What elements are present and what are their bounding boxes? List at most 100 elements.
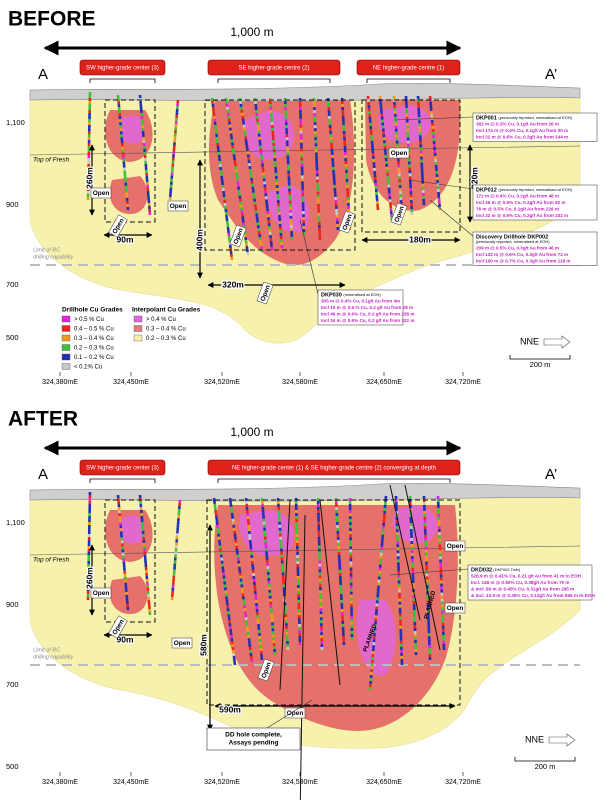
legend: Drillhole Cu Grades > 0.5 % Cu 0.4 – 0.5 %… bbox=[61, 307, 201, 371]
legend-label: 0.3 – 0.4 % Cu bbox=[146, 327, 186, 333]
high-grade-shell bbox=[356, 600, 396, 676]
zone-bracket bbox=[217, 478, 451, 483]
status-box bbox=[206, 727, 301, 751]
dimension-label: 90m bbox=[116, 234, 133, 244]
zone-bracket bbox=[89, 78, 156, 83]
callout-line: Incl 22 m @ 0.6% Cu, 0.2g/t Au from 144 … bbox=[476, 135, 568, 140]
open-tag bbox=[338, 210, 356, 234]
direction-arrow bbox=[543, 335, 571, 349]
elevation-label: 900 bbox=[6, 600, 19, 609]
callout-line: Incl 26 m @ 0.5% Cu, 0.2g/t Au from 62 m bbox=[476, 200, 566, 205]
callout-line: 305 m @ 0.4% Cu, 0.1g/t Au from 4m bbox=[321, 299, 400, 304]
elevation-label: 700 bbox=[6, 680, 19, 689]
zone-badge bbox=[79, 59, 166, 76]
callout-box bbox=[472, 231, 598, 266]
open-tag bbox=[108, 615, 128, 639]
callout-line: 528.9 m @ 0.41% Cu, 0.21 g/t Au from 41 … bbox=[471, 574, 582, 579]
callout-line: & Incl. 13.9 m @ 0.35% Cu, 0.12g/t Au fr… bbox=[471, 593, 595, 598]
panel-title: AFTER bbox=[8, 408, 78, 431]
rc-limit-label: drilling capability bbox=[33, 254, 75, 260]
zone-bracket bbox=[89, 478, 156, 483]
easting-label: 324,380mE bbox=[42, 779, 78, 786]
planned-hole bbox=[319, 499, 341, 686]
legend-swatch bbox=[61, 353, 71, 361]
easting-label: 324,720mE bbox=[445, 779, 481, 786]
callout-title: DKP030 bbox=[321, 292, 342, 298]
legend-swatch bbox=[61, 363, 71, 370]
open-tag bbox=[90, 587, 112, 599]
open-label: Open bbox=[391, 150, 408, 157]
section-end: A’ bbox=[545, 466, 557, 483]
easting-label: 324,380mE bbox=[42, 379, 78, 386]
easting-label: 324,520mE bbox=[204, 379, 240, 386]
high-grade-shell bbox=[118, 515, 144, 544]
open-label: Open bbox=[447, 605, 464, 612]
callout-line: Incl. 148 m @ 0.60% Cu, 0.38g/t Au from … bbox=[471, 580, 570, 585]
direction-arrow bbox=[548, 733, 576, 747]
dimension-label: 320m bbox=[469, 167, 479, 189]
open-label: Open bbox=[287, 710, 304, 717]
callout-box bbox=[472, 112, 598, 142]
planned-hole bbox=[279, 499, 291, 691]
open-label: Open bbox=[93, 190, 110, 197]
open-tag bbox=[229, 224, 247, 248]
rc-limit-label: drilling capability bbox=[33, 654, 75, 660]
open-label: Open bbox=[447, 543, 464, 550]
dimension-label: 590m bbox=[219, 704, 241, 714]
zone-label: SW higher-grade center (3) bbox=[86, 66, 159, 72]
legend-label: > 0.4 % Cu bbox=[146, 317, 176, 323]
dimension-label: 180m bbox=[409, 234, 431, 244]
zone-outline bbox=[204, 99, 356, 251]
callout-title: Discovery Drillhole DKP002 bbox=[476, 234, 548, 240]
elevation-label: 900 bbox=[6, 200, 19, 209]
legend-label: > 0.5 % Cu bbox=[74, 317, 104, 323]
easting-label: 324,450mE bbox=[113, 779, 149, 786]
legend-swatch bbox=[61, 334, 71, 342]
elevation-label: 1,100 bbox=[6, 518, 25, 527]
legend-swatch bbox=[61, 344, 71, 351]
callout-line: Incl 132 m @ 0.6% Cu, 0.3g/t Au from 72 … bbox=[476, 252, 568, 257]
zone-outline bbox=[104, 99, 156, 223]
callout-leader bbox=[299, 219, 319, 295]
easting-label: 324,520mE bbox=[204, 779, 240, 786]
callout-line: 209 m @ 0.5% Cu, 0.3g/t Au from 46 m bbox=[476, 246, 559, 251]
planned-hole bbox=[299, 514, 306, 800]
callout-note: (mineralised at EOH) bbox=[343, 292, 381, 297]
callout-box bbox=[472, 184, 598, 221]
zone-label: NE higher-grade center (1) & SE higher-g… bbox=[232, 466, 436, 472]
zone-badge bbox=[79, 459, 166, 476]
callout-note: (previously reported, mineralised at EOH… bbox=[498, 187, 572, 192]
rc-limit-label: Limit of RC bbox=[33, 647, 60, 653]
panel: BEFORE 1,000 m A A’ Top of Fresh Limit of RCd… bbox=[6, 8, 598, 386]
easting-label: 324,720mE bbox=[445, 379, 481, 386]
callout-leader bbox=[429, 199, 474, 237]
direction-label: NNE bbox=[525, 734, 544, 744]
callout-box bbox=[317, 289, 404, 326]
zone-label: SW higher-grade center (3) bbox=[86, 466, 159, 472]
legend-label: 0.2 – 0.3 % Cu bbox=[146, 336, 186, 342]
scale-bar bbox=[509, 355, 571, 360]
callout-leader bbox=[266, 699, 313, 729]
callout-note: (previously reported, mineralised at EOH… bbox=[476, 239, 550, 244]
section-end: A’ bbox=[545, 66, 557, 83]
easting-label: 324,580mE bbox=[282, 379, 318, 386]
legend-swatch bbox=[133, 315, 143, 323]
legend-label: 0.4 – 0.5 % Cu bbox=[74, 327, 114, 333]
callout-line: Incl 22 m @ 0.6% Cu, 0.2g/t Au from 232 … bbox=[476, 213, 568, 218]
open-label: Open bbox=[93, 590, 110, 597]
callout-leader bbox=[394, 116, 474, 121]
panel: AFTER 1,000 m A A’ Top of Fresh Limit of RCdr… bbox=[6, 408, 595, 800]
callout-box bbox=[467, 564, 593, 601]
elevation-label: 700 bbox=[6, 280, 19, 289]
open-tag bbox=[444, 540, 466, 552]
open-tag bbox=[171, 637, 193, 649]
elevation-label: 500 bbox=[6, 762, 19, 771]
status-label: Assays pending bbox=[229, 740, 279, 747]
legend-label: 0.3 – 0.4 % Cu bbox=[74, 336, 114, 342]
callout-line: Incl 46 m @ 0.6% Cu, 0.2 g/t Au from 238… bbox=[321, 312, 414, 317]
scale-label: 1,000 m bbox=[230, 25, 273, 39]
top-of-fresh-line bbox=[29, 545, 581, 556]
callout-leader bbox=[389, 568, 469, 576]
dimension-label: 260m bbox=[84, 567, 94, 589]
callout-line: & Incl. 86 m @ 0.45% Cu, 0.31g/t Au from… bbox=[471, 587, 574, 592]
